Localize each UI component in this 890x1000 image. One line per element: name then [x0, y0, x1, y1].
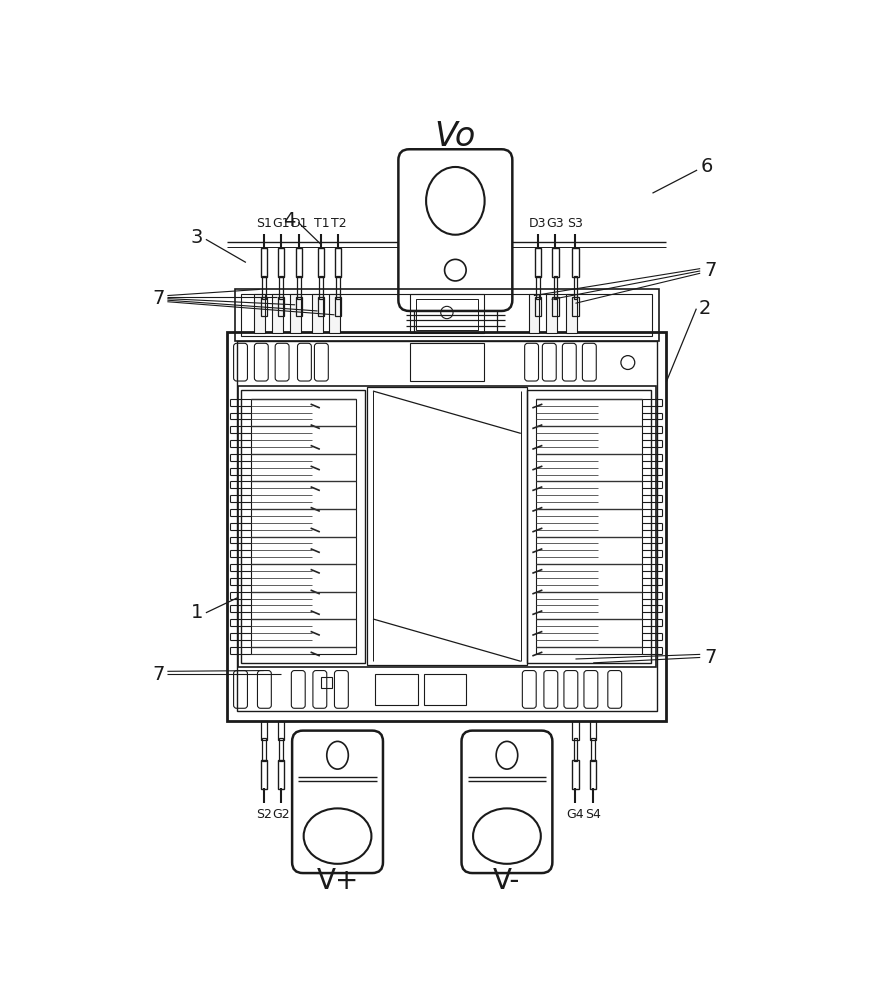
Bar: [376, 674, 417, 705]
Bar: [553, 248, 559, 277]
Bar: [262, 738, 265, 761]
Bar: [320, 276, 323, 299]
Text: G4: G4: [567, 808, 585, 821]
Bar: [251, 399, 356, 654]
Bar: [228, 332, 667, 721]
Bar: [527, 389, 651, 663]
Bar: [546, 294, 557, 333]
Bar: [554, 276, 557, 299]
Text: 3: 3: [190, 228, 203, 247]
Bar: [410, 294, 484, 333]
Bar: [572, 760, 578, 789]
Bar: [296, 248, 302, 277]
Bar: [329, 294, 340, 333]
Text: G1: G1: [272, 217, 290, 230]
Text: S3: S3: [568, 217, 584, 230]
Bar: [255, 294, 265, 333]
Text: T2: T2: [330, 217, 346, 230]
Bar: [424, 674, 466, 705]
Bar: [321, 677, 332, 688]
Bar: [261, 760, 267, 789]
Bar: [572, 248, 578, 277]
Bar: [572, 297, 578, 316]
Bar: [336, 297, 342, 316]
Text: G3: G3: [546, 217, 564, 230]
Text: S1: S1: [255, 217, 271, 230]
Bar: [239, 386, 656, 667]
Bar: [279, 738, 283, 761]
Text: D1: D1: [290, 217, 308, 230]
Text: 7: 7: [152, 665, 165, 684]
Text: 7: 7: [704, 261, 716, 280]
Text: 7: 7: [152, 289, 165, 308]
Bar: [535, 297, 541, 316]
Bar: [297, 276, 301, 299]
Bar: [241, 294, 652, 336]
Bar: [312, 294, 323, 333]
Bar: [279, 276, 283, 299]
Bar: [573, 738, 578, 761]
Bar: [590, 760, 596, 789]
Bar: [279, 248, 285, 277]
Text: V+: V+: [316, 867, 359, 895]
Bar: [237, 341, 657, 711]
Bar: [296, 297, 302, 316]
Text: D3: D3: [529, 217, 546, 230]
Text: 4: 4: [283, 211, 295, 230]
Text: S4: S4: [586, 808, 601, 821]
Bar: [553, 297, 559, 316]
Bar: [535, 248, 541, 277]
Bar: [573, 276, 578, 299]
Bar: [262, 276, 265, 299]
Text: 2: 2: [699, 299, 711, 318]
Bar: [572, 721, 578, 740]
Bar: [536, 399, 642, 654]
Bar: [367, 387, 527, 665]
Bar: [417, 299, 478, 330]
Text: V-: V-: [493, 867, 521, 895]
Bar: [279, 760, 285, 789]
Bar: [235, 289, 659, 341]
Bar: [336, 276, 340, 299]
Bar: [261, 248, 267, 277]
Bar: [410, 343, 484, 381]
Text: 7: 7: [704, 648, 716, 667]
Bar: [529, 294, 539, 333]
Bar: [290, 294, 301, 333]
Bar: [272, 294, 283, 333]
Bar: [279, 721, 285, 740]
Bar: [591, 738, 595, 761]
Text: T1: T1: [313, 217, 329, 230]
Bar: [336, 248, 342, 277]
Text: 6: 6: [700, 157, 713, 176]
Text: 1: 1: [190, 603, 203, 622]
Text: S2: S2: [255, 808, 271, 821]
Bar: [279, 297, 285, 316]
Text: G2: G2: [272, 808, 290, 821]
Text: Vo: Vo: [434, 120, 476, 153]
Bar: [536, 276, 539, 299]
Bar: [261, 297, 267, 316]
Bar: [566, 294, 577, 333]
Bar: [261, 721, 267, 740]
Bar: [319, 297, 325, 316]
Bar: [319, 248, 325, 277]
Bar: [590, 721, 596, 740]
Bar: [241, 389, 365, 663]
